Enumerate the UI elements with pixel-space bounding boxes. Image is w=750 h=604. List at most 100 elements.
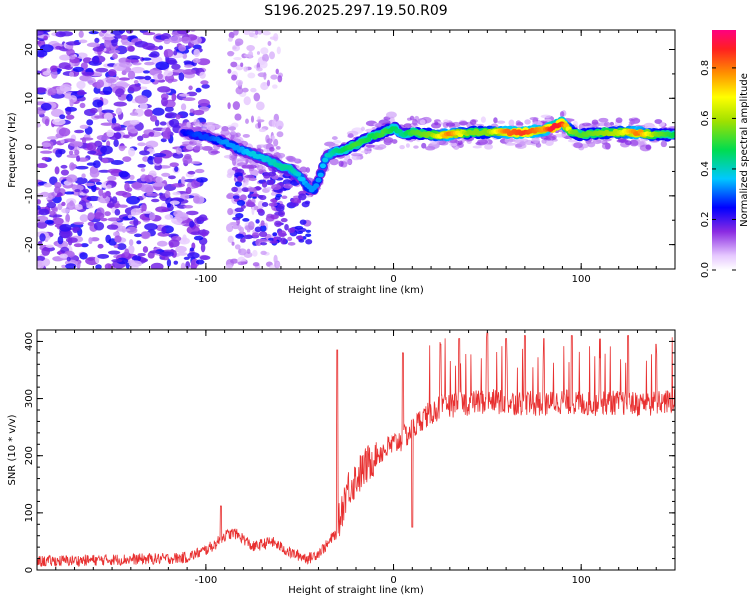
spectrogram-noise-cell [256,51,261,55]
snr-x-tick-label: 100 [572,575,591,586]
spectrogram-noise-cell [227,235,234,243]
spectrogram-noise-cell [225,223,234,233]
spectrogram-noise-cell [284,223,289,231]
spectrogram-noise-cell [629,139,639,147]
spectrogram-noise-cell [112,53,118,60]
spectrogram-noise-cell [169,118,180,128]
spectrogram-noise-cell [235,86,244,95]
spectrogram-y-tick-label: 0 [24,144,35,150]
spectrogram-noise-cell [243,30,251,36]
spectrogram-noise-cell [269,51,275,60]
spectrogram-noise-cell [301,201,310,208]
spectrogram-noise-cell [59,54,71,61]
spectrogram-noise-cell [89,168,100,178]
spectrogram-noise-cell [180,176,186,185]
spectrogram-noise-cell [164,106,174,112]
spectrogram-noise-cell [113,101,127,107]
spectrogram-noise-cell [298,193,307,201]
spectrogram-noise-cell [232,101,241,110]
spectrogram-noise-cell [118,77,131,81]
spectrogram-noise-cell [280,217,288,223]
spectrogram-ridge-cell [319,163,326,169]
spectrogram-noise-cell [255,219,260,224]
spectrogram-noise-cell [37,199,41,205]
spectrogram-noise-cell [243,96,251,106]
snr-y-tick-label: 100 [24,503,35,522]
spectrogram-noise-cell [273,138,279,147]
spectrogram-noise-cell [180,103,187,111]
spectrogram-noise-cell [37,221,48,229]
spectrogram-noise-cell [47,192,56,199]
spectrogram-noise-cell [142,31,156,36]
spectrogram-noise-cell [235,132,241,138]
spectrogram-noise-cell [37,30,44,36]
spectrogram-noise-cell [540,114,552,119]
spectrogram-noise-cell [457,140,463,145]
spectrogram-noise-cell [114,208,121,216]
spectrogram-noise-cell [258,231,268,238]
spectrogram-noise-cell [235,233,245,239]
snr-x-label: Height of straight line (km) [288,585,424,596]
spectrogram-noise-cell [154,119,160,127]
spectrogram-noise-cell [79,102,86,109]
spectrogram-noise-cell [253,34,258,39]
spectrogram-noise-cell [59,31,73,37]
spectrogram-noise-cell [126,59,140,63]
spectrogram-noise-cell [38,208,50,216]
spectrogram-noise-cell [235,79,244,86]
spectrogram-noise-cell [227,207,234,216]
spectrogram-noise-cell [399,144,405,150]
spectrogram-noise-cell [107,250,121,255]
spectrogram-noise-cell [163,70,174,77]
spectrogram-noise-cell [248,221,255,230]
spectrogram-noise-cell [49,210,56,216]
spectrogram-noise-cell [37,205,41,211]
spectrogram-noise-cell [145,186,154,195]
spectrogram-noise-cell [44,219,54,225]
spectrogram-noise-cell [137,142,147,147]
spectrogram-noise-cell [96,134,110,141]
spectrogram-noise-cell [261,201,269,207]
spectrogram-noise-cell [82,188,90,194]
spectrogram-noise-cell [234,113,242,121]
spectrogram-noise-cell [233,30,239,36]
spectrogram-noise-cell [142,42,156,50]
spectrogram-noise-cell [294,225,304,230]
spectrogram-noise-cell [92,212,105,220]
spectrogram-noise-cell [95,67,109,73]
spectrogram-noise-cell [240,237,246,243]
spectrogram-noise-cell [148,132,155,137]
snr-x-tick-label: 0 [390,575,396,586]
spectrogram-noise-cell [581,122,592,127]
spectrogram-noise-cell [554,133,567,138]
spectrogram-noise-cell [255,239,263,247]
spectrogram-noise-cell [75,165,89,170]
spectrogram-noise-cell [133,218,139,227]
spectrogram-noise-cell [365,144,375,148]
spectrogram-noise-cell [108,69,117,77]
spectrogram-noise-cell [144,61,155,66]
spectrogram-noise-cell [184,64,194,68]
spectrogram-noise-cell [287,241,296,246]
spectrogram-noise-cell [241,187,250,193]
spectrogram-noise-cell [128,84,142,92]
spectrogram-noise-cell [128,245,135,254]
chart-title: S196.2025.297.19.50.R09 [264,3,447,19]
spectrogram-x-tick-label: 100 [572,274,591,285]
spectrogram-noise-cell [37,240,43,246]
spectrogram-noise-cell [69,98,74,107]
colorbar-gradient [712,30,736,270]
spectrogram-noise-cell [246,44,255,52]
spectrogram-noise-cell [305,233,312,238]
spectrogram-noise-cell [51,206,58,212]
spectrogram-noise-cell [66,256,71,262]
spectrogram-noise-cell [593,139,602,145]
spectrogram-noise-cell [360,150,372,154]
spectrogram-noise-cell [231,241,235,246]
spectrogram-noise-cell [126,187,133,192]
spectrogram-noise-cell [191,179,201,189]
spectrogram-noise-cell [276,46,281,55]
spectrogram-noise-cell [130,205,141,209]
spectrogram-noise-cell [86,205,94,209]
